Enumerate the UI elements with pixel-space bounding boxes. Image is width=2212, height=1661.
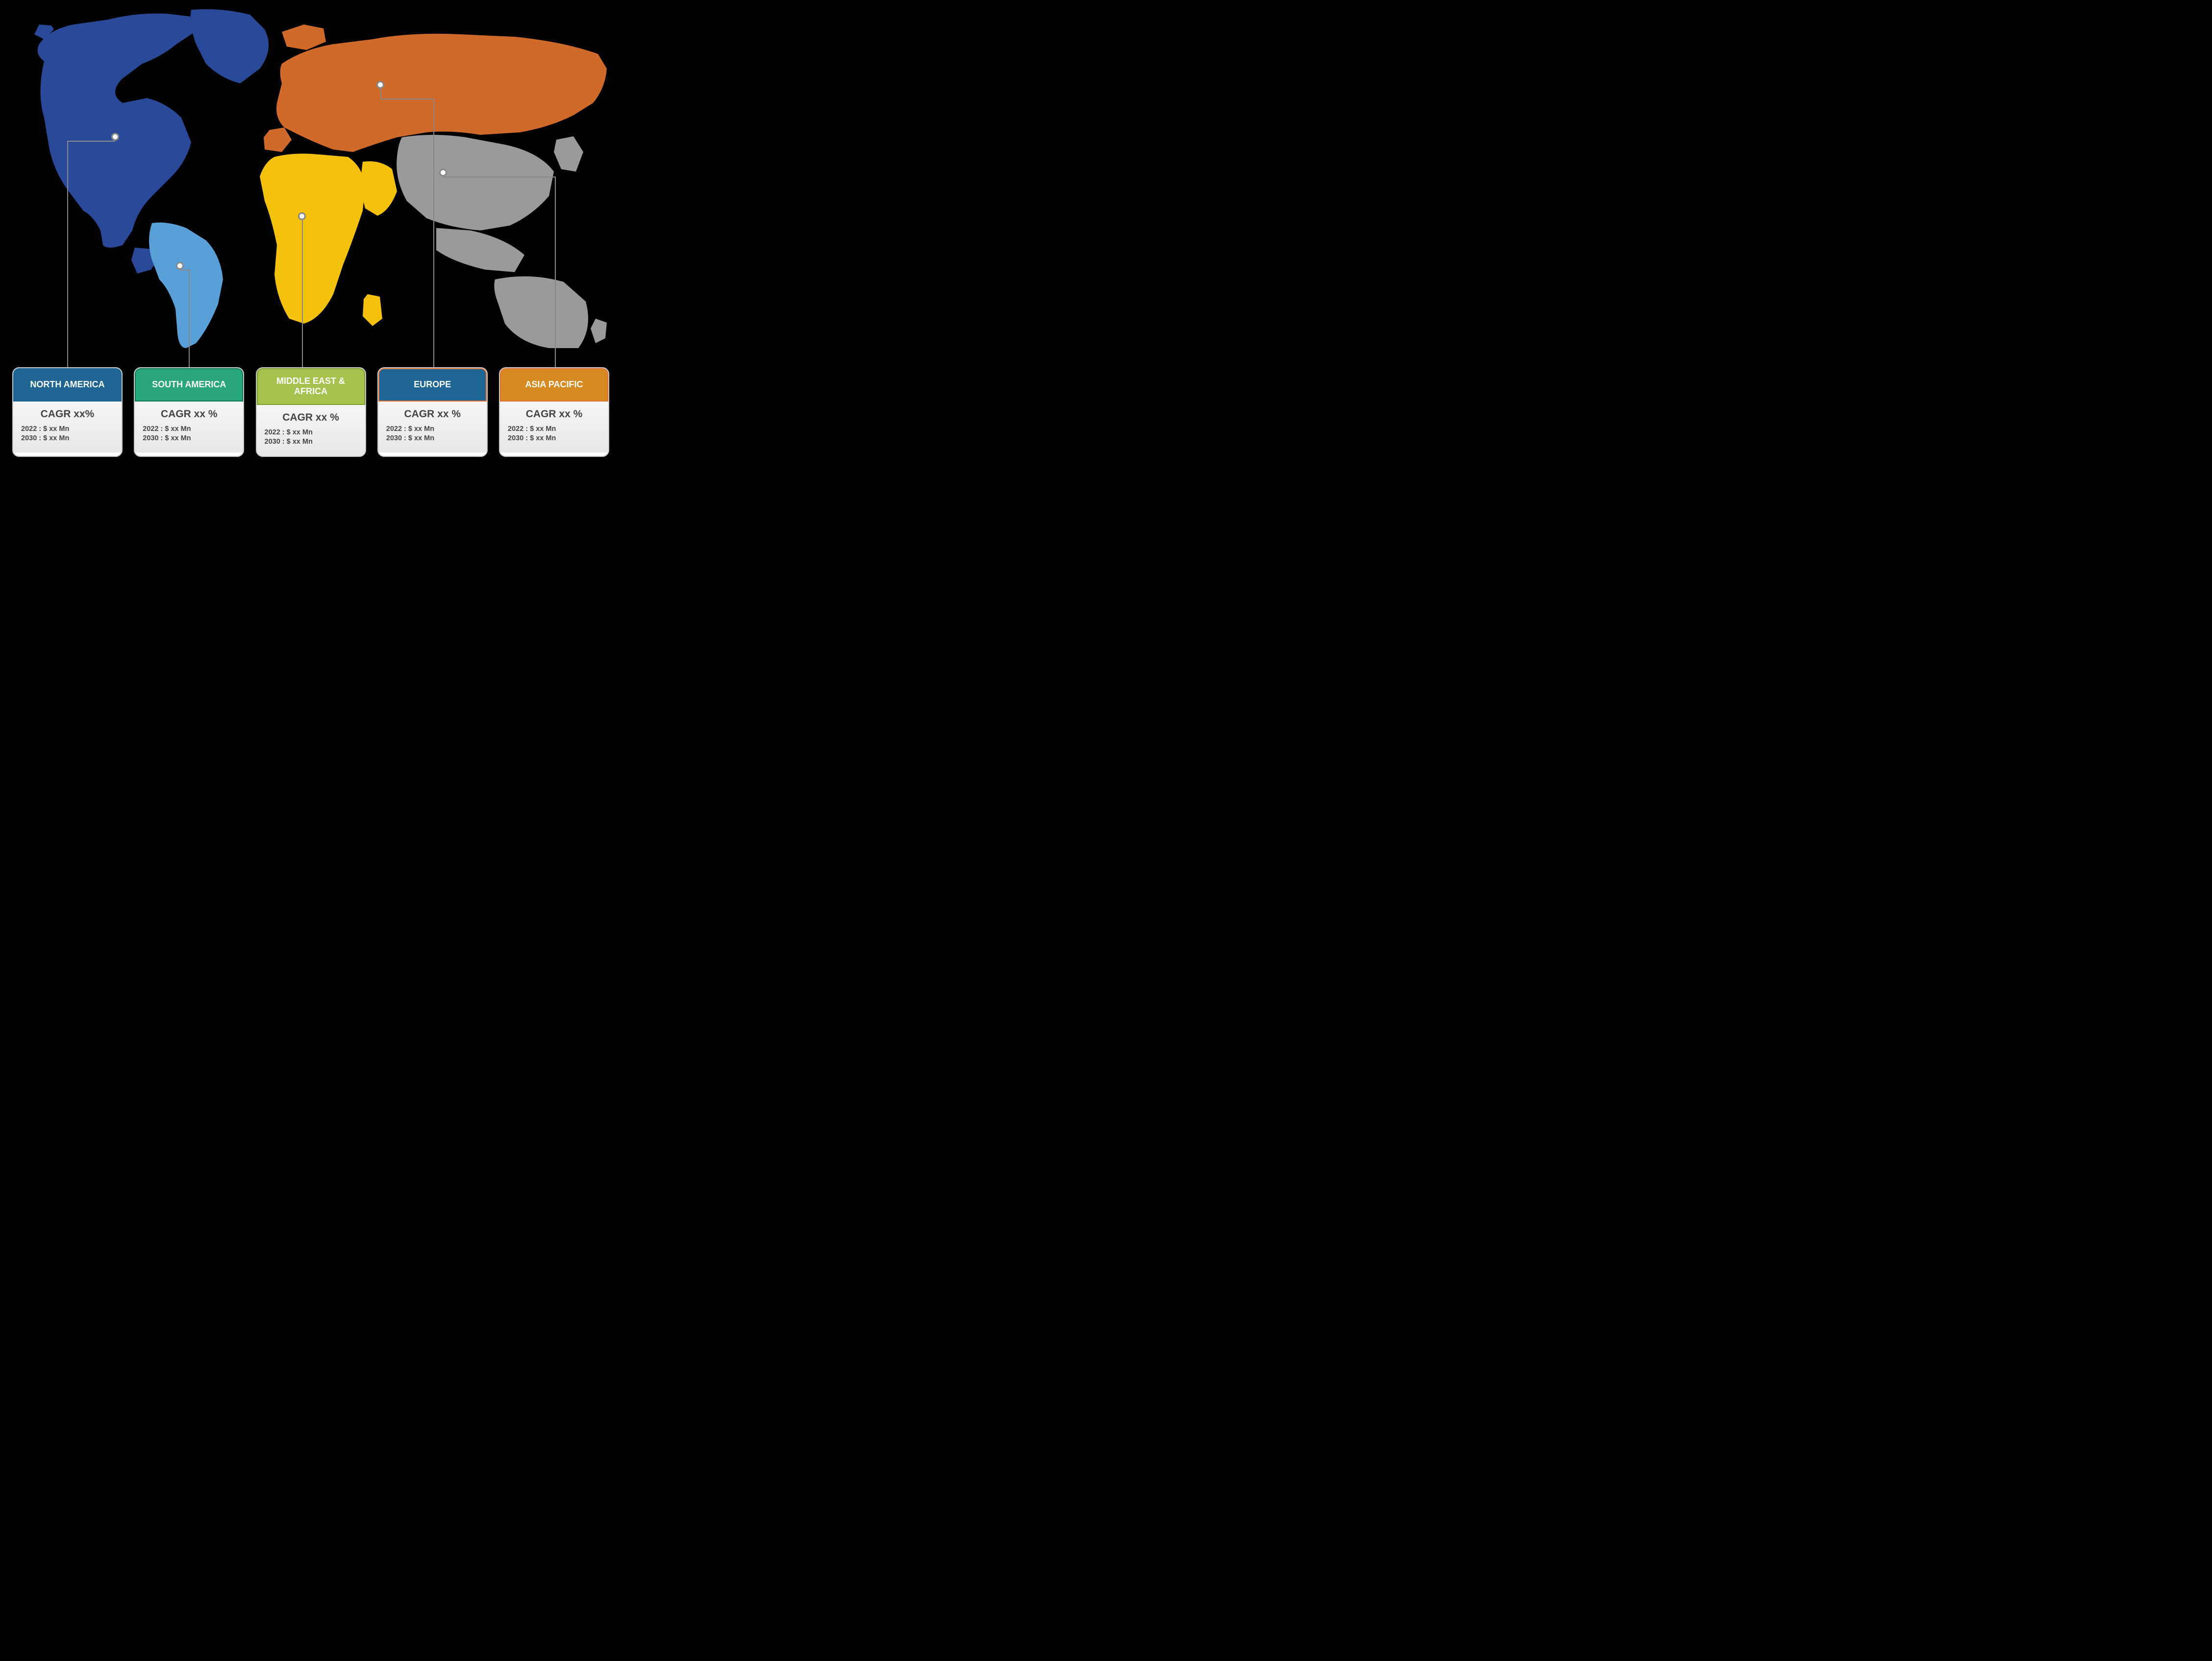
year-2022: 2022 : $ xx Mn [265,428,357,436]
region-cards-row: NORTH AMERICA CAGR xx% 2022 : $ xx Mn 20… [12,367,609,457]
connector-sa-v [189,270,190,368]
card-header-na: NORTH AMERICA [13,368,122,402]
year-2030: 2030 : $ xx Mn [386,434,479,442]
card-header-mea: MIDDLE EAST & AFRICA [257,368,365,405]
year-2022: 2022 : $ xx Mn [508,425,600,433]
connector-na-v [67,141,68,368]
connector-sa-h [180,270,189,271]
year-2030: 2030 : $ xx Mn [21,434,114,442]
card-body: CAGR xx% 2022 : $ xx Mn 2030 : $ xx Mn [13,402,122,453]
card-title: EUROPE [414,379,451,390]
card-body: CAGR xx % 2022 : $ xx Mn 2030 : $ xx Mn [257,405,365,456]
card-title: NORTH AMERICA [30,379,104,390]
year-2030: 2030 : $ xx Mn [265,438,357,446]
card-title: MIDDLE EAST & AFRICA [262,376,360,397]
cagr-value: CAGR xx% [21,408,114,420]
connector-eu-h1 [380,99,433,100]
card-header-sa: SOUTH AMERICA [135,368,243,402]
marker-na [111,133,119,141]
card-europe: EUROPE CAGR xx % 2022 : $ xx Mn 2030 : $… [377,367,488,457]
year-2022: 2022 : $ xx Mn [143,425,235,433]
card-header-eu: EUROPE [378,368,487,402]
region-south-america [149,223,223,348]
card-south-america: SOUTH AMERICA CAGR xx % 2022 : $ xx Mn 2… [134,367,244,457]
year-2030: 2030 : $ xx Mn [143,434,235,442]
card-body: CAGR xx % 2022 : $ xx Mn 2030 : $ xx Mn [135,402,243,453]
card-north-america: NORTH AMERICA CAGR xx% 2022 : $ xx Mn 20… [12,367,123,457]
card-header-ap: ASIA PACIFIC [500,368,608,402]
marker-eu [376,81,384,89]
region-europe [264,25,607,152]
card-body: CAGR xx % 2022 : $ xx Mn 2030 : $ xx Mn [500,402,608,453]
connector-ap-h [443,176,555,177]
connector-ap-v [555,176,556,368]
region-asia-pacific [397,135,607,348]
cagr-value: CAGR xx % [143,408,235,420]
year-2022: 2022 : $ xx Mn [386,425,479,433]
card-title: ASIA PACIFIC [525,379,583,390]
connector-mea-v [302,220,303,368]
year-2030: 2030 : $ xx Mn [508,434,600,442]
card-mea: MIDDLE EAST & AFRICA CAGR xx % 2022 : $ … [256,367,366,457]
connector-eu-v2 [433,99,434,368]
marker-sa [176,262,184,270]
card-title: SOUTH AMERICA [152,379,226,390]
marker-ap [439,169,447,176]
region-mea [260,153,397,326]
cagr-value: CAGR xx % [386,408,479,420]
connector-eu-v1 [380,89,381,99]
connector-na-h [67,141,115,142]
cagr-value: CAGR xx % [508,408,600,420]
card-body: CAGR xx % 2022 : $ xx Mn 2030 : $ xx Mn [378,402,487,453]
marker-mea [298,212,306,220]
year-2022: 2022 : $ xx Mn [21,425,114,433]
card-asia-pacific: ASIA PACIFIC CAGR xx % 2022 : $ xx Mn 20… [499,367,609,457]
cagr-value: CAGR xx % [265,412,357,424]
